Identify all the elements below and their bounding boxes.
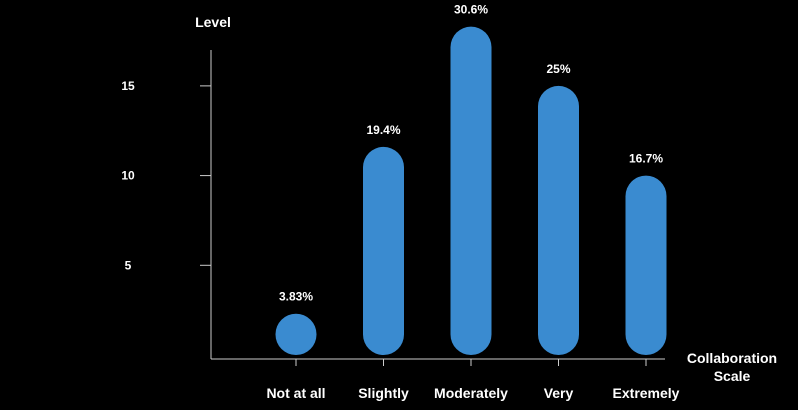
bars xyxy=(275,26,667,355)
data-label: 16.7% xyxy=(629,152,663,166)
y-tick-label: 10 xyxy=(121,169,135,183)
x-ticks xyxy=(295,359,647,366)
category-label: Very xyxy=(544,385,574,401)
category-label: Moderately xyxy=(434,385,508,401)
bar xyxy=(363,146,404,355)
category-label: Not at all xyxy=(266,385,325,401)
data-labels: 3.83% 19.4% 30.6% 25% 16.7% xyxy=(279,3,663,304)
category-labels: Not at all Slightly Moderately Very Extremel… xyxy=(266,385,679,401)
category-label: Slightly xyxy=(358,385,409,401)
y-tick-label: 5 xyxy=(125,258,132,272)
bar xyxy=(538,85,579,355)
data-label: 25% xyxy=(546,62,570,76)
x-axis-title-line-2: Scale xyxy=(714,368,751,384)
bar xyxy=(625,175,667,355)
x-axis-title-line-1: Collaboration xyxy=(687,350,777,366)
category-label: Extremely xyxy=(613,385,680,401)
data-label: 3.83% xyxy=(279,290,313,304)
data-label: 30.6% xyxy=(454,3,488,17)
bar xyxy=(275,313,317,355)
y-axis-title: Level xyxy=(195,14,231,30)
bar xyxy=(450,26,492,355)
data-label: 19.4% xyxy=(366,123,400,137)
y-tick-label: 15 xyxy=(121,79,135,93)
y-ticks: 5 10 15 xyxy=(121,79,211,272)
